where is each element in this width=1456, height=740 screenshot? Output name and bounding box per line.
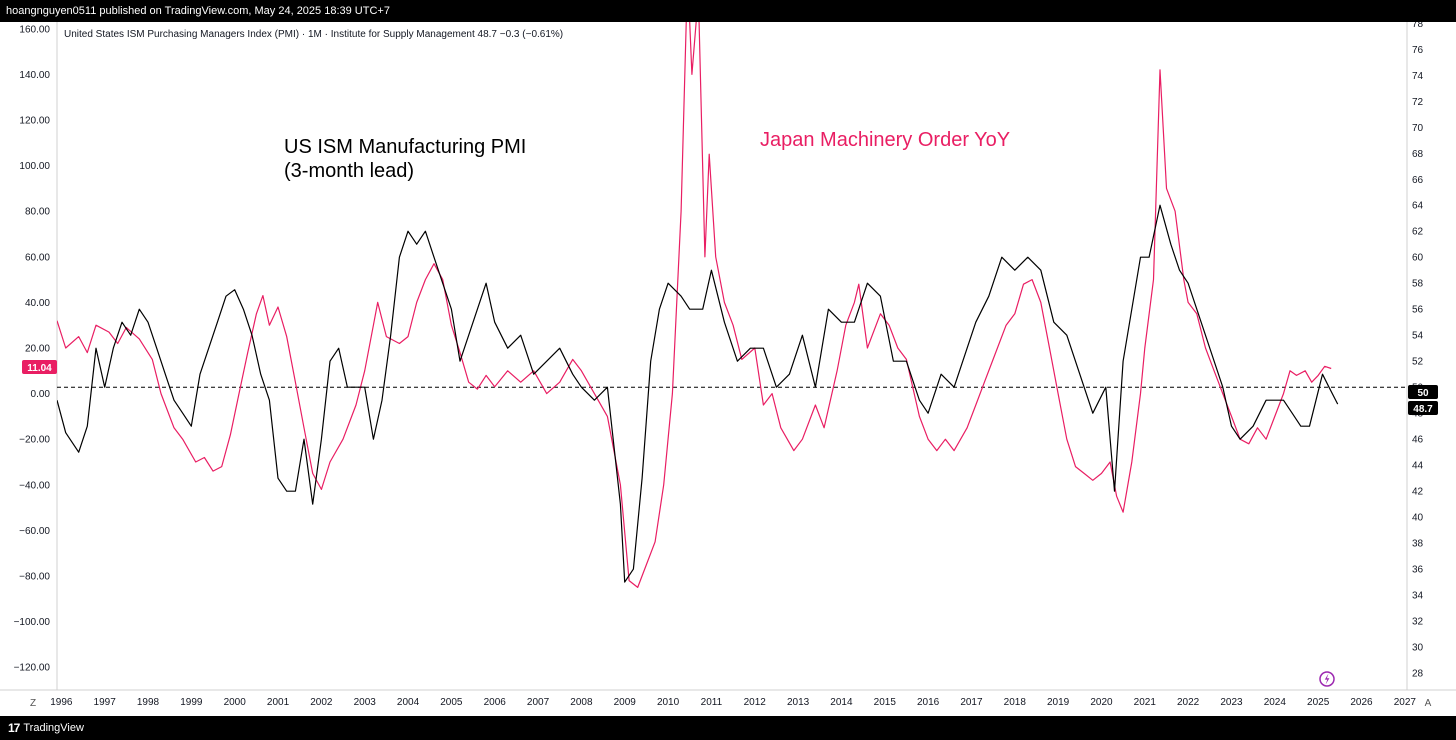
left-axis-ticks: 160.00 140.00 120.00 100.00 80.00 60.00 40.00 2… [14,24,51,673]
time-tick-label: 2023 [1220,697,1243,708]
chart-background [0,22,1456,716]
time-tick-label: 2011 [701,697,723,708]
tradingview-logo-text: TradingView [23,722,84,734]
left-tick-label: 100.00 [19,161,50,172]
time-tick-label: 2002 [310,697,333,708]
right-tick-label: 46 [1412,435,1424,446]
time-tick-label: 1998 [137,697,160,708]
time-tick-label: 2019 [1047,697,1070,708]
right-tick-label: 60 [1412,253,1424,264]
time-tick-label: 2025 [1307,697,1330,708]
auto-scale-button[interactable]: A [1425,698,1432,709]
left-tick-label: −80.00 [19,572,50,583]
log-scale-button[interactable]: Z [30,698,36,709]
right-reference-badge: 50 [1408,385,1438,399]
tradingview-logo[interactable]: 17 TradingView [8,720,84,736]
right-tick-label: 54 [1412,331,1424,342]
left-tick-label: 60.00 [25,252,50,263]
left-tick-label: −20.00 [19,435,50,446]
time-tick-label: 2000 [224,697,247,708]
left-value-badge: 11.04 [22,360,57,374]
left-tick-label: 140.00 [19,70,50,81]
left-tick-label: 120.00 [19,116,50,127]
time-tick-label: 2020 [1090,697,1113,708]
right-tick-label: 40 [1412,513,1424,524]
left-tick-label: −120.00 [14,663,51,674]
right-tick-label: 78 [1412,22,1424,30]
time-tick-label: 2022 [1177,697,1200,708]
left-tick-label: −100.00 [14,617,51,628]
series-layer [57,22,1339,589]
time-tick-label: 2005 [440,697,463,708]
time-tick-label: 2015 [874,697,897,708]
right-tick-label: 38 [1412,539,1424,550]
legend-series-info: United States ISM Purchasing Managers In… [64,29,563,40]
time-tick-label: 2010 [657,697,680,708]
chart-frame[interactable]: 160.00 140.00 120.00 100.00 80.00 60.00 40.00 2… [0,19,1456,716]
time-tick-label: 1997 [94,697,117,708]
right-tick-label: 68 [1412,149,1424,160]
left-tick-label: −40.00 [19,480,50,491]
right-tick-label: 44 [1412,461,1424,472]
tradingview-logo-icon: 17 [8,721,20,735]
right-reference-badge-text: 50 [1417,388,1429,399]
right-tick-label: 66 [1412,175,1424,186]
right-tick-label: 34 [1412,591,1424,602]
time-tick-label: 1999 [180,697,203,708]
published-header: hoangnguyen0511 published on TradingView… [0,0,1456,22]
ism-label-line2: (3-month lead) [284,160,414,182]
time-tick-label: 2006 [484,697,507,708]
time-tick-label: 2024 [1264,697,1287,708]
left-tick-label: 20.00 [25,344,50,355]
time-tick-label: 2007 [527,697,550,708]
right-tick-label: 32 [1412,617,1424,628]
right-tick-label: 72 [1412,97,1424,108]
japan-machinery-series-line [57,22,1332,589]
right-current-badge: 48.7 [1408,401,1438,415]
japan-label: Japan Machinery Order YoY [760,129,1010,151]
right-tick-label: 30 [1412,643,1424,654]
right-tick-label: 42 [1412,487,1424,498]
left-value-badge-text: 11.04 [27,363,52,374]
time-tick-label: 2016 [917,697,940,708]
time-tick-label: 2027 [1394,697,1417,708]
left-tick-label: 80.00 [25,207,50,218]
right-tick-label: 74 [1412,71,1424,82]
time-tick-label: 2017 [960,697,983,708]
left-tick-label: 0.00 [31,389,51,400]
left-tick-label: 160.00 [19,24,50,35]
footer-bar: 17 TradingView [0,716,1456,740]
time-tick-label: 2021 [1134,697,1157,708]
time-tick-label: 2018 [1004,697,1027,708]
time-tick-label: 2012 [744,697,767,708]
left-tick-label: 40.00 [25,298,50,309]
time-tick-label: 2026 [1350,697,1373,708]
ism-label-line1: US ISM Manufacturing PMI [284,136,526,158]
right-tick-label: 64 [1412,201,1424,212]
ism-pmi-series-line [57,204,1339,583]
right-tick-label: 62 [1412,227,1424,238]
time-tick-label: 1996 [50,697,73,708]
right-tick-label: 36 [1412,565,1424,576]
time-tick-label: 2008 [570,697,593,708]
right-current-badge-text: 48.7 [1413,404,1433,415]
right-tick-label: 28 [1412,669,1424,680]
time-tick-label: 2009 [614,697,637,708]
time-tick-label: 2003 [354,697,377,708]
time-tick-label: 2001 [267,697,290,708]
lightning-icon[interactable] [1319,671,1335,687]
left-tick-label: −60.00 [19,526,50,537]
time-tick-label: 2004 [397,697,420,708]
time-tick-label: 2014 [830,697,853,708]
right-tick-label: 52 [1412,357,1424,368]
published-line: hoangnguyen0511 published on TradingView… [6,5,390,17]
right-tick-label: 56 [1412,305,1424,316]
right-tick-label: 70 [1412,123,1424,134]
time-axis-ticks: 1996 1997 1998 1999 2000 2001 2002 2003 2004 2005… [50,697,1416,708]
right-tick-label: 76 [1412,45,1424,56]
time-tick-label: 2013 [787,697,810,708]
chart-svg[interactable]: 160.00 140.00 120.00 100.00 80.00 60.00 40.00 2… [0,19,1456,716]
right-tick-label: 58 [1412,279,1424,290]
